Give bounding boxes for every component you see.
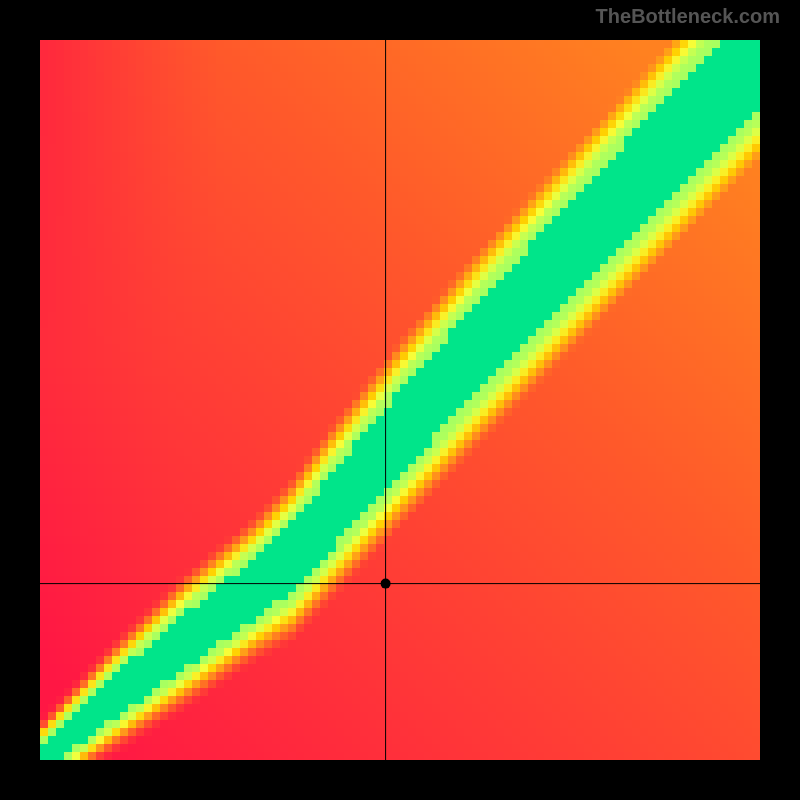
watermark-text: TheBottleneck.com — [596, 6, 780, 29]
figure-container: TheBottleneck.com — [0, 0, 800, 800]
bottleneck-heatmap — [40, 40, 760, 760]
plot-area — [40, 40, 760, 760]
